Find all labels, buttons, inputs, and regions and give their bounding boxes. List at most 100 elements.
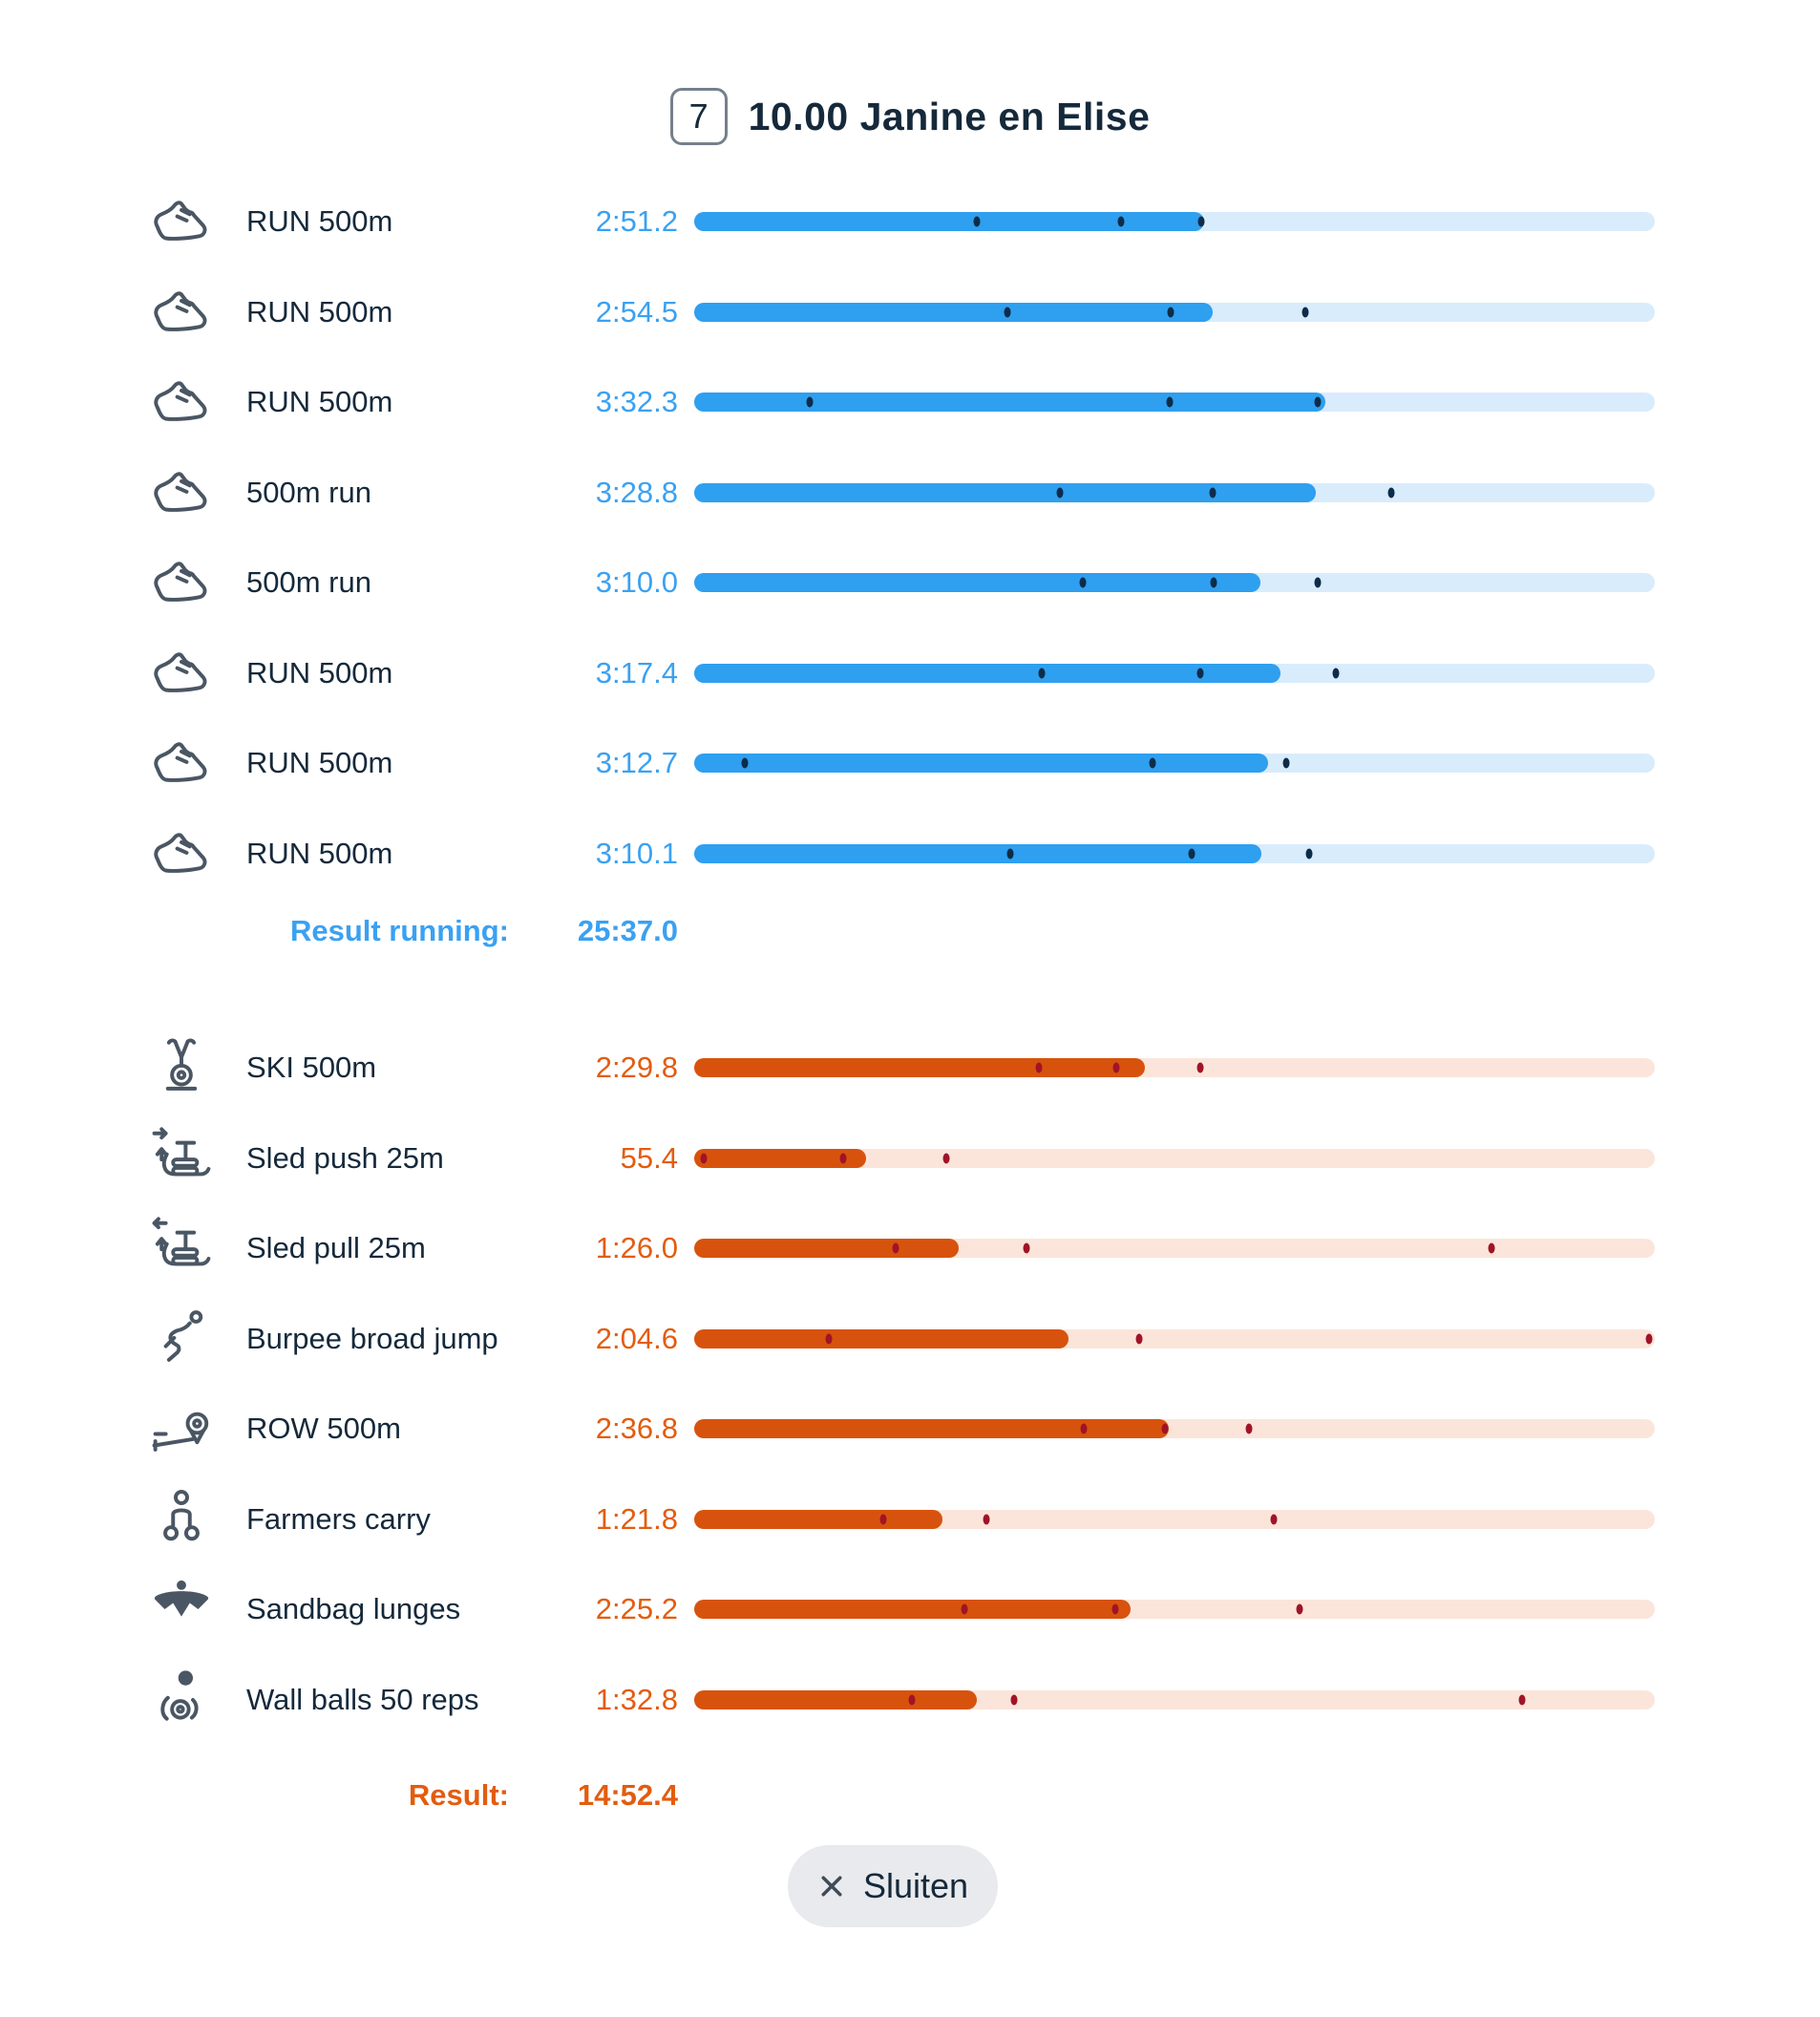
- exercise-label: 500m run: [246, 565, 371, 600]
- exercise-bar: [694, 1509, 1655, 1529]
- comparison-dot: [1004, 307, 1011, 318]
- comparison-dot: [1196, 668, 1204, 679]
- exercise-bar: [694, 1328, 1655, 1348]
- exercise-label: RUN 500m: [246, 204, 393, 239]
- exercise-row: Burpee broad jump 2:04.6: [143, 1294, 1655, 1385]
- comparison-dot: [1282, 757, 1290, 769]
- exercise-time: 3:12.7: [595, 746, 678, 780]
- exercise-label: RUN 500m: [246, 294, 393, 329]
- comparison-dot: [1209, 487, 1217, 499]
- running-shoe-icon: [143, 187, 220, 256]
- comparison-dot: [806, 396, 814, 408]
- exercise-bar-fill: [694, 212, 1205, 232]
- exercise-bar-fill: [694, 1239, 959, 1259]
- running-shoe-icon: [143, 458, 220, 527]
- exercise-row: Sandbag lunges 2:25.2: [143, 1564, 1655, 1655]
- exercise-bar: [694, 212, 1655, 232]
- exercise-row: Sled pull 25m 1:26.0: [143, 1203, 1655, 1294]
- comparison-dot: [1056, 487, 1064, 499]
- exercise-bar: [694, 482, 1655, 502]
- exercise-bar: [694, 573, 1655, 593]
- exercise-bar: [694, 1058, 1655, 1078]
- stations-section: SKI 500m 2:29.8 Sled push 25m 55.4 Sled pull…: [0, 1023, 1820, 1745]
- burpee-icon: [143, 1305, 220, 1373]
- exercise-time: 1:26.0: [595, 1231, 678, 1265]
- comparison-dot: [908, 1694, 916, 1706]
- running-shoe-icon: [143, 548, 220, 617]
- exercise-time: 1:32.8: [595, 1682, 678, 1716]
- stations-result-value: 14:52.4: [577, 1778, 678, 1812]
- exercise-time: 1:21.8: [595, 1501, 678, 1536]
- exercise-label: Sled push 25m: [246, 1140, 444, 1175]
- results-sheet: 7 10.00 Janine en Elise RUN 500m 2:51.2 RU…: [0, 88, 1820, 2017]
- exercise-bar-fill: [694, 393, 1325, 413]
- rower-icon: [143, 1394, 220, 1463]
- exercise-bar-fill: [694, 573, 1260, 593]
- exercise-bar: [694, 843, 1655, 863]
- exercise-label: RUN 500m: [246, 655, 393, 690]
- running-shoe-icon: [143, 278, 220, 347]
- exercise-time: 55.4: [620, 1140, 678, 1175]
- exercise-bar-fill: [694, 482, 1316, 502]
- exercise-row: ROW 500m 2:36.8: [143, 1384, 1655, 1475]
- comparison-dot: [1010, 1694, 1018, 1706]
- exercise-time: 2:51.2: [595, 204, 678, 239]
- exercise-time: 2:29.8: [595, 1051, 678, 1085]
- running-result-label: Result running:: [289, 914, 509, 947]
- comparison-dot: [1038, 668, 1046, 679]
- running-result-value: 25:37.0: [577, 914, 678, 947]
- sled-pull-icon: [143, 1214, 220, 1283]
- exercise-label: RUN 500m: [246, 836, 393, 870]
- comparison-dot: [942, 1153, 950, 1164]
- exercise-label: RUN 500m: [246, 746, 393, 780]
- exercise-row: SKI 500m 2:29.8: [143, 1023, 1655, 1114]
- comparison-dot: [1314, 396, 1322, 408]
- exercise-bar: [694, 1419, 1655, 1439]
- header: 7 10.00 Janine en Elise: [0, 88, 1820, 145]
- exercise-bar-fill: [694, 1509, 942, 1529]
- comparison-dot: [1302, 307, 1309, 318]
- exercise-row: 500m run 3:28.8: [143, 448, 1655, 539]
- comparison-dot: [1197, 216, 1205, 227]
- exercise-time: 3:32.3: [595, 385, 678, 419]
- exercise-bar: [694, 754, 1655, 774]
- exercise-row: RUN 500m 3:17.4: [143, 628, 1655, 719]
- running-section: RUN 500m 2:51.2 RUN 500m 2:54.5 RUN 500m 3:32…: [0, 177, 1820, 899]
- exercise-label: ROW 500m: [246, 1412, 401, 1446]
- wall-ball-icon: [143, 1666, 220, 1734]
- exercise-bar-fill: [694, 754, 1268, 774]
- comparison-dot: [1645, 1333, 1653, 1345]
- comparison-dot: [1111, 1603, 1119, 1615]
- exercise-row: 500m run 3:10.0: [143, 538, 1655, 628]
- comparison-dot: [973, 216, 981, 227]
- sled-push-icon: [143, 1124, 220, 1193]
- farmers-carry-icon: [143, 1485, 220, 1554]
- footer: Sluiten: [0, 1845, 1820, 1927]
- exercise-time: 2:54.5: [595, 294, 678, 329]
- comparison-dot: [1196, 1062, 1204, 1073]
- comparison-dot: [1245, 1423, 1253, 1434]
- exercise-row: RUN 500m 3:12.7: [143, 718, 1655, 809]
- comparison-dot: [1518, 1694, 1526, 1706]
- exercise-bar-fill: [694, 302, 1214, 322]
- comparison-dot: [1210, 577, 1217, 588]
- exercise-label: RUN 500m: [246, 385, 393, 419]
- comparison-dot: [1117, 216, 1125, 227]
- exercise-bar-fill: [694, 1328, 1069, 1348]
- exercise-bar-fill: [694, 663, 1280, 683]
- comparison-dot: [1305, 848, 1313, 860]
- comparison-dot: [741, 757, 749, 769]
- stations-result-label: Result:: [408, 1778, 509, 1812]
- exercise-bar-fill: [694, 843, 1261, 863]
- exercise-row: RUN 500m 3:32.3: [143, 357, 1655, 448]
- comparison-dot: [1296, 1603, 1303, 1615]
- close-button[interactable]: Sluiten: [788, 1845, 998, 1927]
- exercise-time: 3:10.1: [595, 836, 678, 870]
- comparison-dot: [1167, 307, 1175, 318]
- exercise-bar: [694, 1239, 1655, 1259]
- close-icon: [821, 1876, 842, 1897]
- exercise-row: RUN 500m 2:54.5: [143, 267, 1655, 358]
- exercise-bar-fill: [694, 1058, 1145, 1078]
- comparison-dot: [1149, 757, 1156, 769]
- exercise-row: Farmers carry 1:21.8: [143, 1475, 1655, 1565]
